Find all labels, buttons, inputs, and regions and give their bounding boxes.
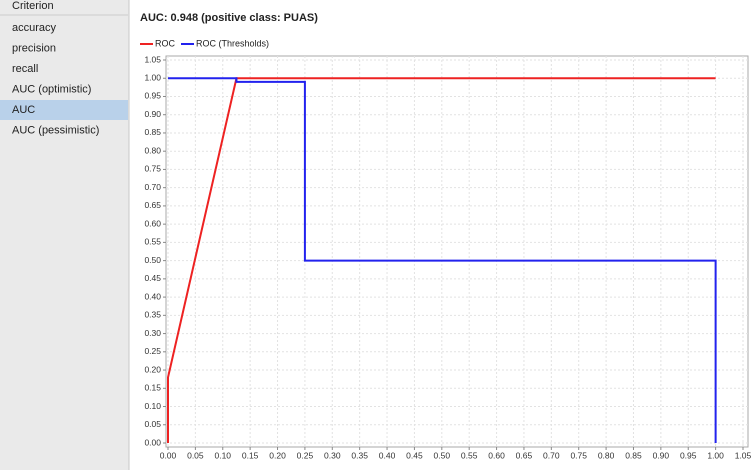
y-tick-label: 0.55 [144, 237, 161, 247]
x-tick-label: 1.05 [735, 450, 752, 460]
y-tick-label: 0.85 [144, 127, 161, 137]
sidebar-item[interactable]: AUC (optimistic) [12, 83, 91, 95]
x-tick-label: 0.20 [269, 450, 286, 460]
y-tick-label: 1.00 [144, 72, 161, 82]
y-tick-label: 0.35 [144, 310, 161, 320]
y-tick-label: 0.45 [144, 273, 161, 283]
x-tick-label: 0.10 [214, 450, 231, 460]
x-tick-label: 0.25 [297, 450, 314, 460]
y-tick-label: 0.15 [144, 383, 161, 393]
sidebar-item[interactable]: precision [12, 42, 56, 54]
x-tick-label: 0.70 [543, 450, 560, 460]
sidebar [0, 0, 129, 470]
sidebar-item[interactable]: AUC (pessimistic) [12, 124, 99, 136]
x-tick-label: 0.15 [242, 450, 259, 460]
x-tick-label: 0.55 [461, 450, 478, 460]
y-tick-label: 1.05 [144, 54, 161, 64]
x-tick-label: 0.90 [653, 450, 670, 460]
x-tick-label: 0.35 [351, 450, 368, 460]
y-tick-label: 0.70 [144, 182, 161, 192]
x-tick-label: 0.40 [379, 450, 396, 460]
legend-label: ROC [155, 38, 176, 48]
x-tick-label: 0.05 [187, 450, 204, 460]
y-tick-label: 0.60 [144, 218, 161, 228]
roc-line [168, 77, 717, 443]
y-tick-label: 0.00 [144, 437, 161, 447]
sidebar-item[interactable]: accuracy [12, 22, 57, 34]
x-tick-label: 0.95 [680, 450, 697, 460]
y-tick-label: 0.25 [144, 346, 161, 356]
x-tick-label: 0.30 [324, 450, 341, 460]
sidebar-item[interactable]: AUC [12, 104, 35, 116]
y-tick-label: 0.50 [144, 255, 161, 265]
x-tick-label: 0.75 [570, 450, 587, 460]
x-tick-label: 0.45 [406, 450, 423, 460]
x-tick-label: 1.00 [707, 450, 724, 460]
legend-label: ROC (Thresholds) [196, 38, 269, 48]
chart-title: AUC: 0.948 (positive class: PUAS) [140, 12, 318, 24]
y-tick-label: 0.10 [144, 401, 161, 411]
sidebar-item[interactable]: recall [12, 63, 38, 75]
roc-line [167, 77, 716, 443]
y-tick-label: 0.30 [144, 328, 161, 338]
y-tick-label: 0.40 [144, 291, 161, 301]
x-tick-label: 0.85 [625, 450, 642, 460]
x-tick-label: 0.80 [598, 450, 615, 460]
x-tick-label: 0.50 [434, 450, 451, 460]
y-tick-label: 0.20 [144, 364, 161, 374]
x-tick-label: 0.60 [488, 450, 505, 460]
y-tick-label: 0.75 [144, 164, 161, 174]
plot-area [165, 55, 749, 448]
y-tick-label: 0.95 [144, 91, 161, 101]
selected-item-highlight [0, 100, 128, 120]
y-tick-label: 0.90 [144, 109, 161, 119]
y-tick-label: 0.05 [144, 419, 161, 429]
y-tick-label: 0.65 [144, 200, 161, 210]
sidebar-header: Criterion [12, 0, 54, 12]
x-tick-label: 0.65 [516, 450, 533, 460]
x-tick-label: 0.00 [160, 450, 177, 460]
y-tick-label: 0.80 [144, 145, 161, 155]
